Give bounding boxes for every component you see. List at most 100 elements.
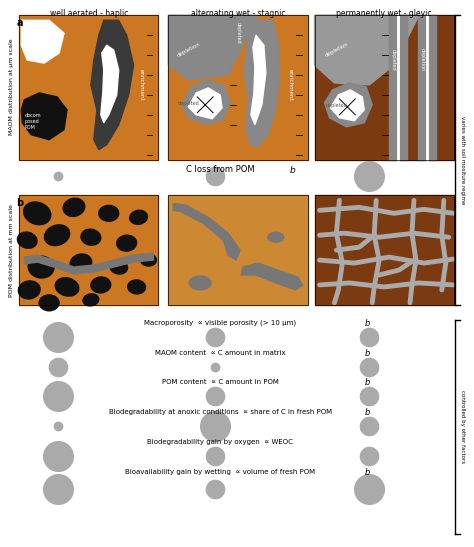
Text: decom
posed
POM: decom posed POM bbox=[24, 113, 41, 130]
Polygon shape bbox=[24, 253, 154, 274]
Ellipse shape bbox=[81, 229, 101, 245]
Text: a: a bbox=[16, 18, 23, 28]
Point bbox=[365, 171, 373, 180]
Ellipse shape bbox=[18, 281, 40, 299]
Text: depletion: depletion bbox=[27, 45, 52, 61]
Ellipse shape bbox=[99, 205, 118, 222]
Bar bbox=[168, 195, 308, 305]
Polygon shape bbox=[21, 93, 67, 139]
Point bbox=[211, 485, 219, 493]
Point bbox=[211, 392, 219, 401]
Text: C loss from POM: C loss from POM bbox=[186, 165, 255, 173]
Text: pore: pore bbox=[23, 25, 36, 30]
Ellipse shape bbox=[24, 202, 51, 225]
Text: well aerated - haplic: well aerated - haplic bbox=[50, 9, 128, 19]
Polygon shape bbox=[325, 83, 372, 127]
Point bbox=[54, 485, 62, 493]
Ellipse shape bbox=[45, 225, 70, 246]
Point bbox=[211, 171, 219, 180]
Point bbox=[54, 452, 62, 461]
Ellipse shape bbox=[18, 232, 37, 248]
Point bbox=[365, 422, 373, 430]
Bar bbox=[19, 195, 158, 305]
Polygon shape bbox=[330, 90, 364, 121]
Ellipse shape bbox=[63, 198, 85, 217]
Ellipse shape bbox=[189, 276, 211, 290]
Text: b: b bbox=[16, 199, 23, 208]
Ellipse shape bbox=[70, 254, 92, 272]
Polygon shape bbox=[21, 20, 64, 63]
Text: b: b bbox=[364, 348, 370, 358]
Point bbox=[365, 362, 373, 371]
Ellipse shape bbox=[117, 235, 137, 251]
Bar bbox=[168, 195, 308, 305]
Point bbox=[211, 452, 219, 461]
Bar bbox=[389, 15, 407, 160]
Text: fresh POM: fresh POM bbox=[105, 56, 110, 84]
Text: b: b bbox=[290, 166, 295, 174]
Text: depleted: depleted bbox=[236, 22, 241, 44]
Text: enrichment: enrichment bbox=[288, 69, 293, 101]
Bar bbox=[168, 15, 308, 160]
Text: POM content  ∝ C amount in POM: POM content ∝ C amount in POM bbox=[162, 380, 279, 386]
Point bbox=[365, 452, 373, 461]
Text: b: b bbox=[364, 319, 370, 328]
Text: Bioavailability gain by wetting  ∝ volume of fresh POM: Bioavailability gain by wetting ∝ volume… bbox=[125, 469, 315, 475]
Text: permanently wet - gleyic: permanently wet - gleyic bbox=[337, 9, 432, 19]
Text: controlled by other factors: controlled by other factors bbox=[460, 390, 465, 463]
Polygon shape bbox=[244, 20, 280, 147]
Point bbox=[365, 332, 373, 341]
Bar bbox=[19, 195, 158, 305]
Text: MAOM content  ∝ C amount in matrix: MAOM content ∝ C amount in matrix bbox=[155, 350, 285, 356]
Text: b: b bbox=[364, 408, 370, 417]
Polygon shape bbox=[241, 263, 302, 290]
Bar bbox=[315, 15, 454, 160]
Point bbox=[365, 485, 373, 493]
Point bbox=[54, 392, 62, 401]
Polygon shape bbox=[182, 80, 230, 125]
Ellipse shape bbox=[28, 256, 54, 278]
Ellipse shape bbox=[91, 277, 111, 293]
Text: Biodegradability at anoxic conditions  ∝ share of C in fresh POM: Biodegradability at anoxic conditions ∝ … bbox=[109, 409, 332, 415]
Bar bbox=[19, 15, 158, 160]
Text: b: b bbox=[364, 468, 370, 477]
Point bbox=[54, 362, 62, 371]
Text: depleted: depleted bbox=[391, 49, 396, 71]
Text: depletion: depletion bbox=[176, 42, 201, 58]
Polygon shape bbox=[173, 203, 240, 260]
Point bbox=[365, 392, 373, 401]
Ellipse shape bbox=[55, 278, 79, 296]
Polygon shape bbox=[188, 88, 222, 119]
Point bbox=[54, 332, 62, 341]
Text: depletion: depletion bbox=[325, 42, 349, 58]
Polygon shape bbox=[91, 20, 134, 150]
Point bbox=[211, 332, 219, 341]
Bar bbox=[315, 15, 454, 160]
Point bbox=[54, 171, 62, 180]
Bar bbox=[168, 15, 308, 160]
Polygon shape bbox=[315, 15, 419, 85]
Text: b: b bbox=[364, 379, 370, 387]
Text: Macroporosity  ∝ visible porosity (> 10 μm): Macroporosity ∝ visible porosity (> 10 μ… bbox=[144, 320, 296, 326]
Point bbox=[211, 422, 219, 430]
Text: depleted: depleted bbox=[326, 103, 347, 108]
Ellipse shape bbox=[268, 232, 284, 242]
Polygon shape bbox=[101, 45, 118, 123]
Bar bbox=[19, 15, 158, 160]
Text: enrichment: enrichment bbox=[138, 69, 144, 101]
Ellipse shape bbox=[39, 295, 59, 311]
Polygon shape bbox=[168, 15, 258, 80]
Text: MAOM distribution at μm scale: MAOM distribution at μm scale bbox=[9, 39, 14, 135]
Bar bbox=[418, 15, 436, 160]
Text: alternating wet - stagnic: alternating wet - stagnic bbox=[191, 9, 285, 19]
Text: depletion: depletion bbox=[420, 48, 425, 71]
Polygon shape bbox=[251, 35, 266, 125]
Ellipse shape bbox=[130, 210, 147, 224]
Text: Biodegradability gain by oxygen  ∝ WEOC: Biodegradability gain by oxygen ∝ WEOC bbox=[147, 439, 293, 445]
Ellipse shape bbox=[110, 260, 128, 274]
Bar bbox=[315, 195, 454, 305]
Point bbox=[211, 362, 219, 371]
Ellipse shape bbox=[128, 280, 146, 294]
Text: POM distribution at mm scale: POM distribution at mm scale bbox=[9, 203, 14, 296]
Bar bbox=[315, 195, 454, 305]
